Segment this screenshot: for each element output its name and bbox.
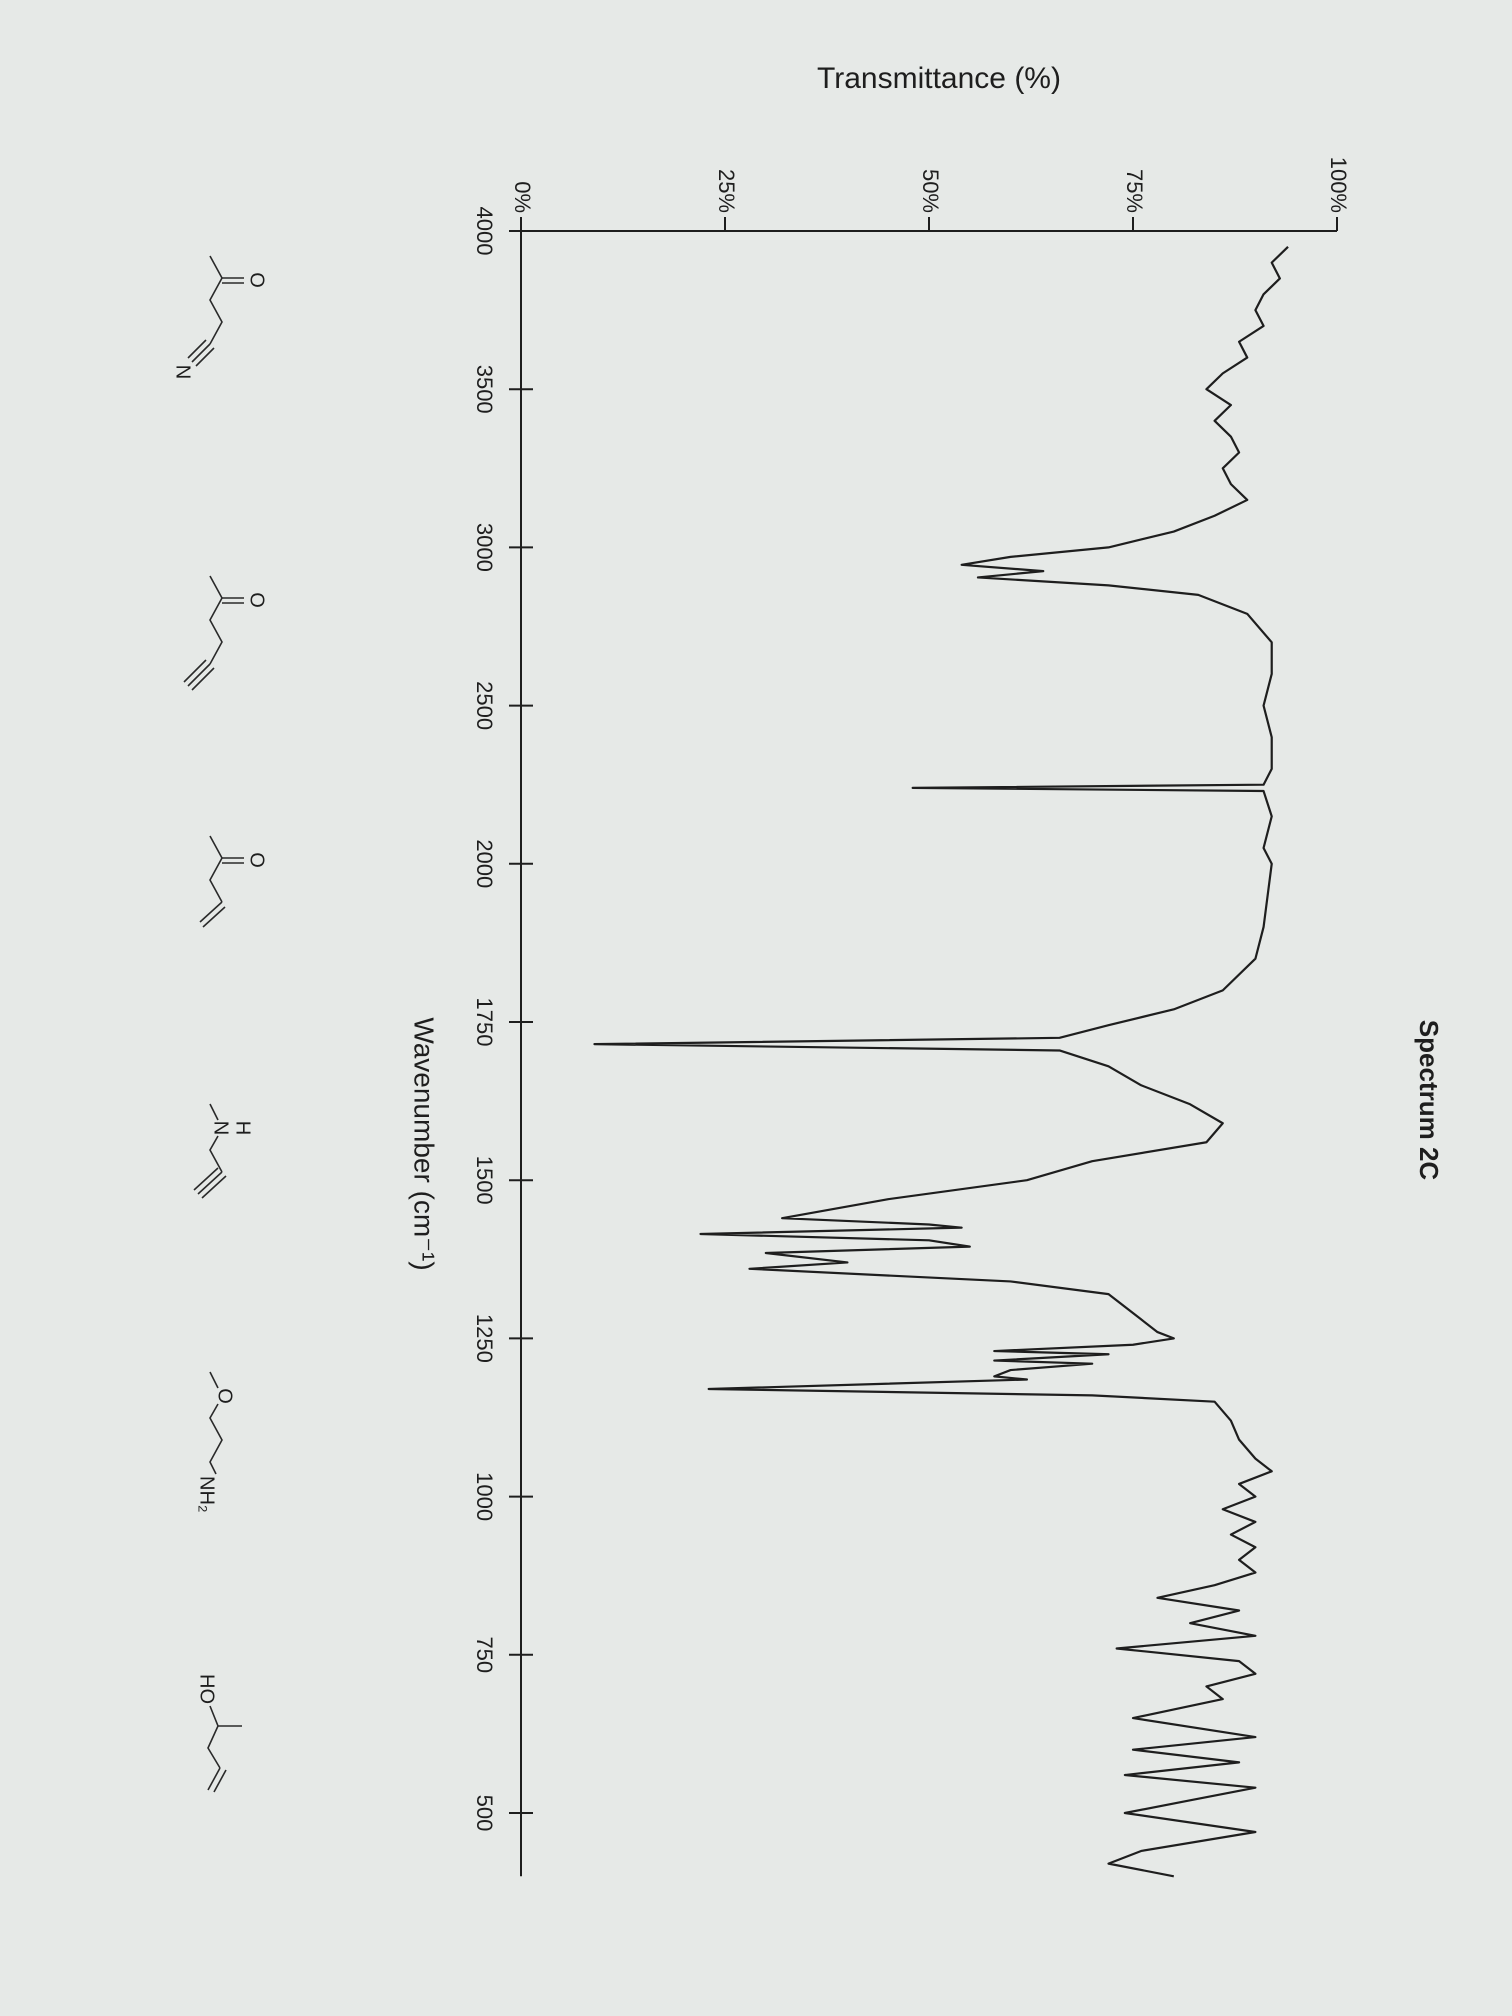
spectrum-line <box>593 246 1289 1878</box>
bond <box>209 255 223 345</box>
x-tick-label: 1500 <box>472 1156 497 1205</box>
atom-label: N <box>172 365 194 379</box>
x-tick-label: 2500 <box>472 681 497 730</box>
atom-label: NH₂ <box>196 1476 218 1513</box>
x-tick-label: 1250 <box>472 1314 497 1363</box>
structures: O N O O <box>172 255 268 1793</box>
x-tick-label: 750 <box>472 1636 497 1673</box>
bond <box>195 347 215 367</box>
chart-title: Spectrum 2C <box>1414 1020 1444 1181</box>
atom-label: O <box>246 852 268 868</box>
bond <box>209 1371 219 1389</box>
bond <box>209 835 223 903</box>
bond <box>209 1103 219 1121</box>
y-tick-label: 75% <box>1122 169 1147 213</box>
y-tick-label: 0% <box>510 181 535 213</box>
rotated-chart: Spectrum 2C Transmittance (%) Wavenumber… <box>172 62 1444 1878</box>
x-tick-label: 3000 <box>472 523 497 572</box>
bond <box>209 575 223 665</box>
structure: O NH₂ <box>196 1371 236 1513</box>
x-tick-label: 3500 <box>472 365 497 414</box>
atom-label: N <box>210 1121 232 1135</box>
structure: H N <box>193 1103 254 1199</box>
y-axis-label: Transmittance (%) <box>817 62 1061 95</box>
structure: O <box>199 835 268 928</box>
atom-label: O <box>214 1388 236 1404</box>
structure: HO <box>196 1674 242 1793</box>
bond <box>207 1705 221 1769</box>
bond <box>193 1167 219 1191</box>
bond <box>187 339 207 359</box>
bond <box>207 1767 221 1791</box>
atom-label: O <box>246 272 268 288</box>
x-axis-label: Wavenumber (cm⁻¹) <box>409 1017 440 1270</box>
bond <box>209 1135 223 1173</box>
bond <box>202 906 226 928</box>
bond <box>197 1171 223 1195</box>
bond <box>187 663 211 687</box>
bond <box>201 1175 227 1199</box>
atom-label: H <box>232 1121 254 1135</box>
x-tick-label: 1750 <box>472 998 497 1047</box>
x-tick-label: 2000 <box>472 839 497 888</box>
bond <box>183 659 207 683</box>
x-tick-label: 1000 <box>472 1472 497 1521</box>
bond <box>199 901 223 923</box>
bond <box>191 667 215 691</box>
bond <box>213 1769 227 1793</box>
bond <box>209 1403 223 1475</box>
structure: O <box>183 575 268 691</box>
atom-label: O <box>246 592 268 608</box>
y-tick-label: 100% <box>1326 157 1351 213</box>
x-tick-label: 500 <box>472 1795 497 1832</box>
bond <box>191 343 211 363</box>
x-tick-label: 4000 <box>472 207 497 256</box>
structure: O N <box>172 255 268 379</box>
y-tick-label: 50% <box>918 169 943 213</box>
atom-label: HO <box>196 1674 218 1704</box>
y-tick-label: 25% <box>714 169 739 213</box>
